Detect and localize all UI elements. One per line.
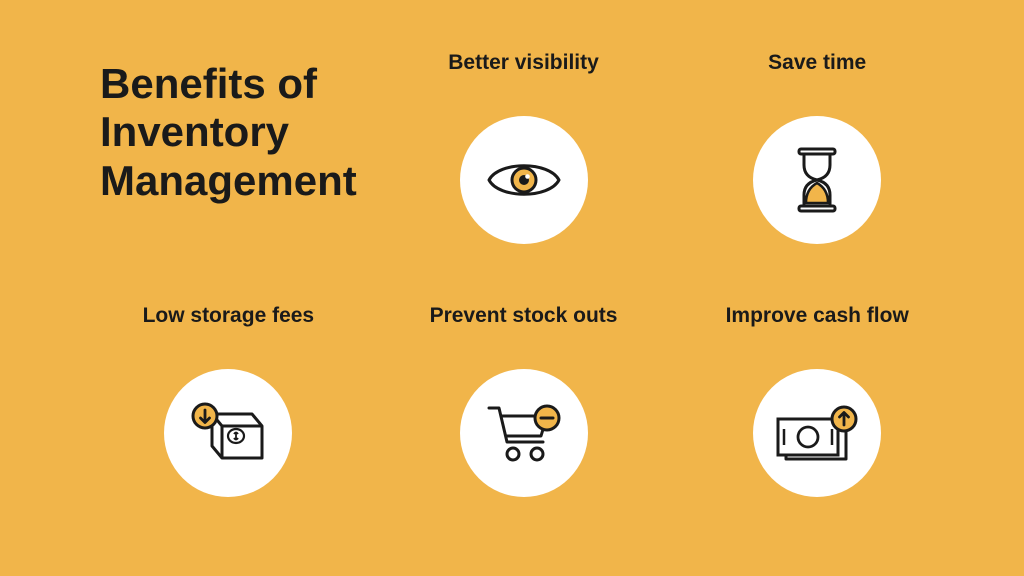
benefit-label: Save time (768, 50, 866, 102)
cash-up-icon (753, 369, 881, 497)
benefit-label: Low storage fees (143, 303, 315, 355)
benefit-better-visibility: Better visibility (397, 50, 651, 283)
page-title: Benefits of Inventory Management (100, 60, 357, 205)
title-cell: Benefits of Inventory Management (100, 50, 357, 283)
benefit-label: Prevent stock outs (430, 303, 618, 355)
benefit-improve-cash-flow: Improve cash flow (690, 303, 944, 536)
benefit-label: Better visibility (448, 50, 599, 102)
benefit-prevent-stock-outs: Prevent stock outs (397, 303, 651, 536)
box-down-icon (164, 369, 292, 497)
benefit-label: Improve cash flow (726, 303, 909, 355)
hourglass-icon (753, 116, 881, 244)
benefit-save-time: Save time (690, 50, 944, 283)
eye-icon (460, 116, 588, 244)
benefit-low-storage-fees: Low storage fees (100, 303, 357, 536)
cart-minus-icon (460, 369, 588, 497)
